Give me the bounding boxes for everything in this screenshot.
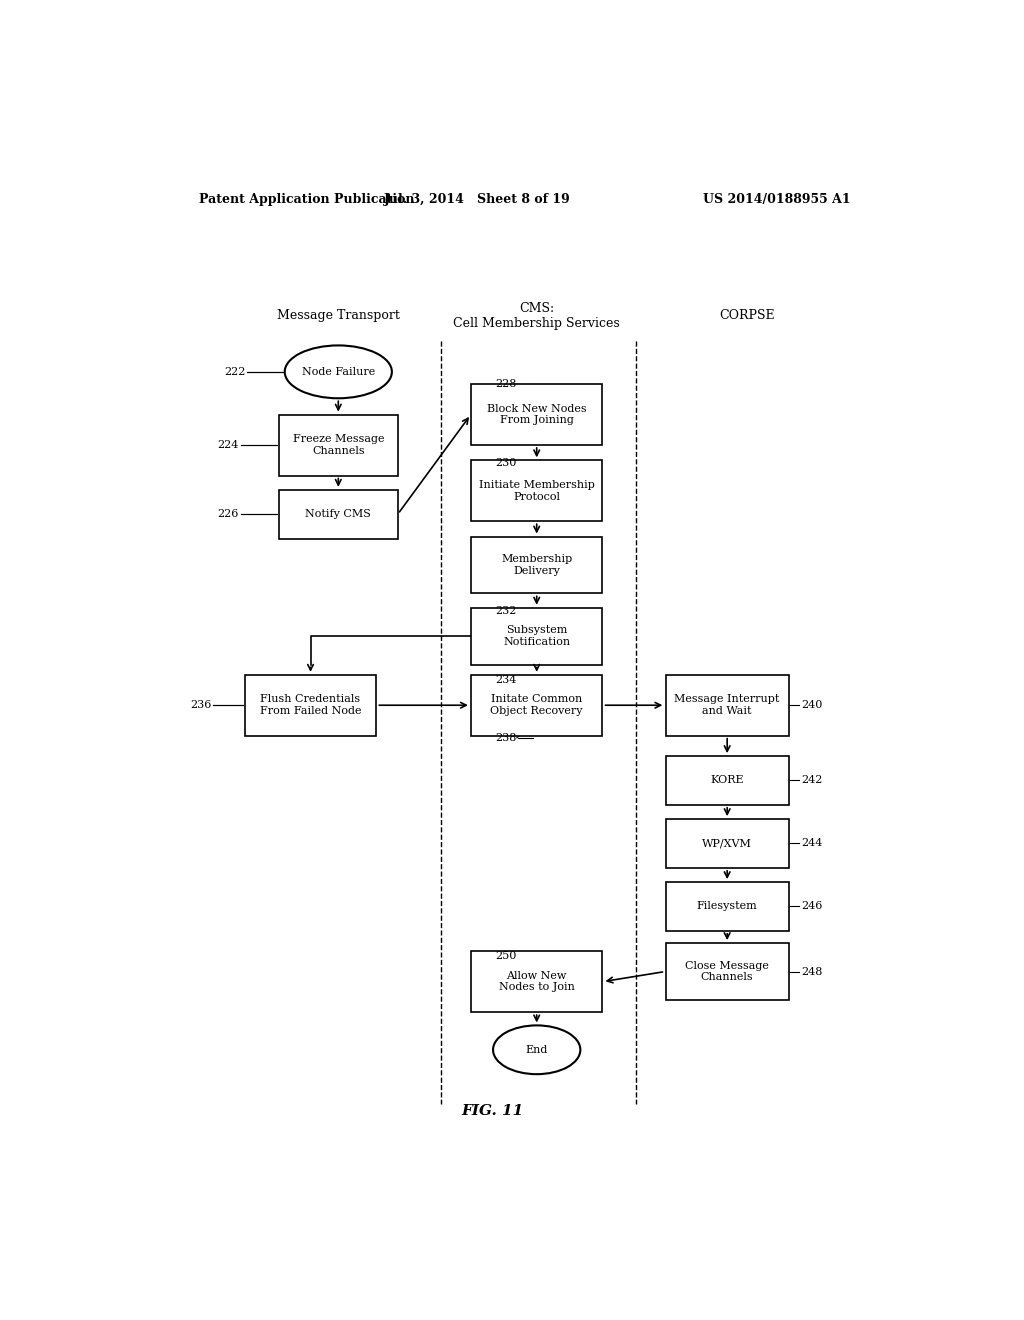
Ellipse shape	[285, 346, 392, 399]
Text: Flush Credentials
From Failed Node: Flush Credentials From Failed Node	[260, 694, 361, 715]
Text: 228: 228	[496, 379, 517, 389]
FancyBboxPatch shape	[279, 414, 397, 475]
FancyBboxPatch shape	[471, 607, 602, 664]
FancyBboxPatch shape	[471, 675, 602, 735]
Text: 250: 250	[496, 952, 517, 961]
Text: Node Failure: Node Failure	[302, 367, 375, 376]
Text: Filesystem: Filesystem	[696, 902, 758, 912]
FancyBboxPatch shape	[666, 882, 788, 931]
Text: US 2014/0188955 A1: US 2014/0188955 A1	[702, 193, 850, 206]
FancyBboxPatch shape	[666, 818, 788, 867]
Text: Freeze Message
Channels: Freeze Message Channels	[293, 434, 384, 455]
Text: Initiate Membership
Protocol: Initiate Membership Protocol	[479, 480, 595, 502]
Text: Allow New
Nodes to Join: Allow New Nodes to Join	[499, 972, 574, 993]
Text: 236: 236	[190, 700, 211, 710]
Text: Message Transport: Message Transport	[276, 309, 399, 322]
Text: Initate Common
Object Recovery: Initate Common Object Recovery	[490, 694, 583, 715]
Ellipse shape	[493, 1026, 581, 1074]
FancyBboxPatch shape	[666, 942, 788, 1001]
Text: 224: 224	[218, 440, 240, 450]
Text: 246: 246	[801, 902, 822, 912]
Text: KORE: KORE	[711, 775, 744, 785]
FancyBboxPatch shape	[245, 675, 376, 735]
FancyBboxPatch shape	[471, 952, 602, 1012]
Text: End: End	[525, 1045, 548, 1055]
Text: Membership
Delivery: Membership Delivery	[501, 554, 572, 576]
FancyBboxPatch shape	[279, 490, 397, 539]
FancyBboxPatch shape	[471, 461, 602, 521]
Text: 238: 238	[496, 733, 517, 743]
Text: CORPSE: CORPSE	[719, 309, 775, 322]
Text: Patent Application Publication: Patent Application Publication	[200, 193, 415, 206]
Text: Block New Nodes
From Joining: Block New Nodes From Joining	[486, 404, 587, 425]
Text: 232: 232	[496, 606, 517, 615]
Text: WP/XVM: WP/XVM	[702, 838, 752, 849]
FancyBboxPatch shape	[666, 756, 788, 805]
Text: Close Message
Channels: Close Message Channels	[685, 961, 769, 982]
Text: FIG. 11: FIG. 11	[461, 1104, 523, 1118]
Text: Jul. 3, 2014   Sheet 8 of 19: Jul. 3, 2014 Sheet 8 of 19	[384, 193, 570, 206]
Text: Subsystem
Notification: Subsystem Notification	[503, 626, 570, 647]
Text: Notify CMS: Notify CMS	[305, 510, 372, 519]
FancyBboxPatch shape	[471, 536, 602, 594]
Text: 226: 226	[218, 510, 240, 519]
Text: 222: 222	[224, 367, 246, 376]
Text: 240: 240	[801, 700, 822, 710]
FancyBboxPatch shape	[471, 384, 602, 445]
FancyBboxPatch shape	[666, 675, 788, 735]
Text: 234: 234	[496, 675, 517, 685]
Text: 244: 244	[801, 838, 822, 849]
Text: CMS:
Cell Membership Services: CMS: Cell Membership Services	[454, 302, 621, 330]
Text: Message Interrupt
and Wait: Message Interrupt and Wait	[675, 694, 780, 715]
Text: 248: 248	[801, 966, 822, 977]
Text: 230: 230	[496, 458, 517, 469]
Text: 242: 242	[801, 775, 822, 785]
